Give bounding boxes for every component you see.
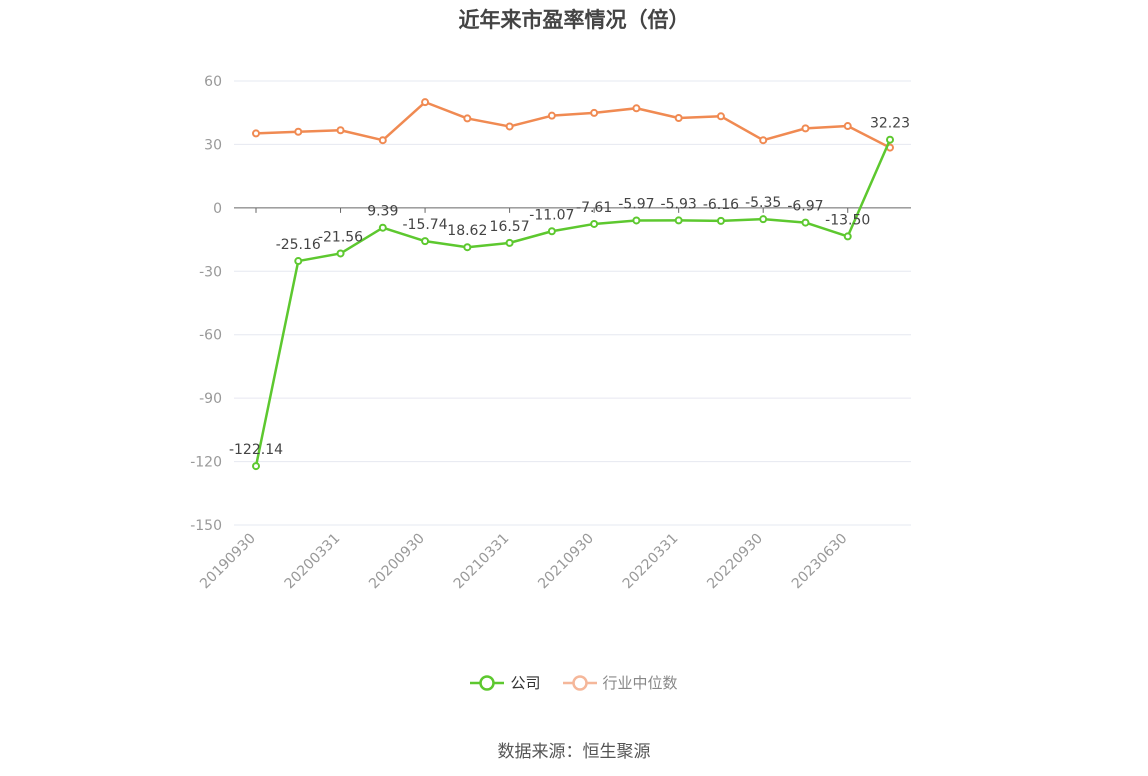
legend-industry-label: 行业中位数 — [602, 674, 678, 692]
industry-data-point — [336, 126, 345, 135]
legend-company-marker-icon — [470, 674, 505, 691]
company-data-point — [759, 215, 768, 224]
company-data-point — [463, 243, 472, 252]
company-data-label: -5.97 — [618, 196, 654, 212]
industry-data-point — [801, 124, 810, 133]
industry-data-point — [674, 114, 683, 122]
industry-data-point — [294, 127, 303, 136]
x-tick-label: 20230630 — [789, 531, 851, 593]
company-series-line — [254, 139, 892, 467]
company-data-point — [252, 462, 260, 471]
industry-data-point — [547, 111, 556, 120]
industry-data-point — [252, 129, 260, 138]
industry-data-point — [505, 122, 514, 131]
company-data-label: -7.61 — [576, 200, 612, 216]
company-data-label: 9.39 — [367, 204, 398, 220]
y-tick-label: 30 — [204, 137, 222, 153]
y-tick-label: -90 — [199, 391, 222, 407]
company-data-label: -21.56 — [318, 229, 363, 245]
industry-data-point — [759, 136, 768, 145]
y-tick-label: -30 — [199, 264, 222, 280]
industry-data-point — [463, 114, 472, 123]
company-data-point — [843, 232, 852, 241]
legend-item-industry[interactable]: 行业中位数 — [562, 672, 678, 693]
industry-data-point — [378, 136, 387, 145]
company-data-label: 32.23 — [870, 116, 910, 132]
chart-title: 近年来市盈率情况（倍） — [458, 8, 690, 32]
x-tick-label: 20190930 — [197, 531, 259, 593]
company-data-point — [886, 135, 894, 144]
company-data-point — [421, 237, 430, 246]
company-data-label: -6.97 — [787, 199, 823, 215]
company-data-label: -5.93 — [661, 196, 697, 212]
company-data-point — [378, 223, 387, 232]
company-data-point — [590, 219, 599, 228]
industry-data-point — [590, 108, 599, 117]
company-data-point — [336, 249, 345, 258]
x-tick-label: 20200331 — [282, 531, 344, 593]
data-source: 数据来源：恒生聚源 — [497, 742, 651, 762]
industry-series-line — [255, 100, 891, 149]
industry-data-point — [632, 104, 641, 113]
company-data-label: -15.74 — [402, 217, 447, 233]
legend-item-company[interactable]: 公司 — [470, 672, 541, 693]
company-data-point — [716, 216, 725, 225]
legend: 公司 行业中位数 — [0, 672, 1148, 693]
company-data-label: -11.07 — [529, 207, 574, 223]
y-tick-label: -120 — [190, 455, 222, 471]
company-data-label: -6.16 — [703, 197, 739, 213]
x-tick-label: 20210930 — [535, 531, 597, 593]
legend-industry-marker-icon — [562, 674, 597, 691]
company-data-label: 18.62 — [447, 223, 487, 239]
industry-data-point — [843, 122, 852, 131]
company-data-point — [294, 257, 303, 266]
company-data-label: -13.50 — [825, 212, 870, 228]
y-tick-label: 60 — [204, 74, 222, 90]
x-tick-label: 20200930 — [366, 531, 428, 593]
x-tick-label: 20210331 — [451, 531, 513, 593]
legend-company-label: 公司 — [510, 674, 541, 692]
y-tick-label: -150 — [190, 518, 222, 534]
y-tick-label: -60 — [199, 328, 222, 344]
company-data-label: -25.16 — [276, 237, 321, 253]
company-data-label: 16.57 — [490, 219, 530, 235]
x-tick-label: 20220930 — [704, 531, 766, 593]
company-data-point — [801, 218, 810, 227]
industry-data-point — [716, 112, 725, 121]
x-tick-label: 20220331 — [620, 531, 682, 593]
company-data-label: -122.14 — [229, 442, 283, 458]
y-tick-label: 0 — [213, 201, 222, 217]
company-data-point — [632, 216, 641, 225]
industry-data-point — [421, 98, 430, 107]
company-data-point — [547, 227, 556, 236]
company-data-label: -5.35 — [745, 195, 781, 211]
company-data-point — [674, 216, 683, 225]
company-data-point — [505, 238, 514, 247]
